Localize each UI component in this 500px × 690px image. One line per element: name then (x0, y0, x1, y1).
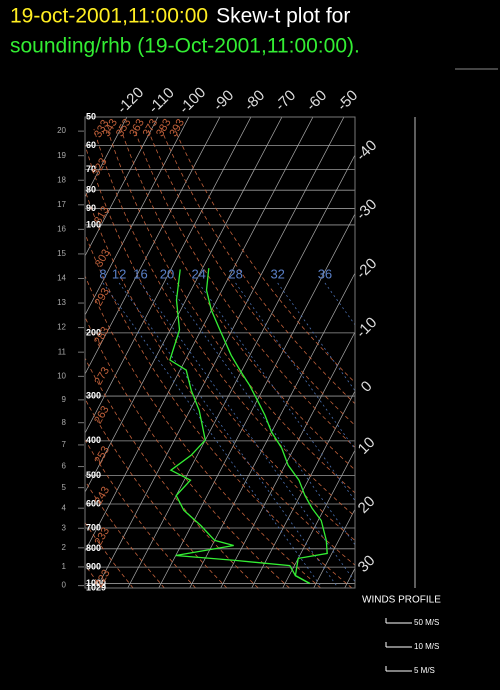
isotherm (85, 117, 314, 552)
y-tick-label: 200 (86, 327, 101, 337)
mixing-ratio-label: 24 (191, 266, 205, 281)
mixing-ratio-label: 36 (318, 266, 332, 281)
height-tick-label: 1 (62, 562, 67, 571)
isotherm (85, 117, 221, 375)
y-tick-label: 800 (86, 543, 101, 553)
isotherm (85, 117, 128, 198)
wind-legend-entry: 5 M/S (414, 666, 435, 675)
wind-legend-entry: 10 M/S (414, 642, 439, 651)
mixing-ratio-label: 28 (228, 266, 242, 281)
y-tick-label: 90 (86, 203, 96, 213)
dry-adiabat (85, 316, 290, 588)
wind-legend-title: WINDS PROFILE (362, 595, 441, 606)
isotherm (220, 331, 355, 588)
y-tick-label: 60 (86, 140, 96, 150)
height-tick-label: 3 (62, 523, 67, 532)
dry-adiabat (85, 274, 321, 588)
y-tick-label: 500 (86, 470, 101, 480)
dry-adiabat (85, 232, 353, 588)
isotherm (189, 272, 355, 588)
height-tick-label: 9 (62, 395, 67, 404)
dry-adiabat (85, 438, 196, 588)
y-tick-label: 600 (86, 498, 101, 508)
chart-title-suffix: Skew-t plot for (216, 5, 350, 28)
dry-adiabat (120, 128, 355, 471)
height-tick-label: 2 (62, 543, 67, 552)
plot-frame (84, 116, 356, 589)
y-tick-label: 400 (86, 435, 101, 445)
height-tick-label: 12 (57, 323, 66, 332)
y-tick-label: 1000 (86, 578, 106, 588)
dry-adiabat (106, 128, 355, 494)
y-tick-label: 70 (86, 164, 96, 174)
dry-adiabat (85, 357, 259, 588)
dry-adiabat (147, 128, 355, 426)
height-tick-label: 0 (62, 581, 67, 590)
height-tick-label: 16 (57, 224, 66, 233)
chart-subtitle: sounding/rhb (19-Oct-2001,11:00:00). (10, 35, 360, 58)
height-tick-label: 4 (62, 503, 67, 512)
mixing-ratio-label: 8 (99, 266, 106, 281)
height-tick-label: 18 (57, 175, 66, 184)
mixing-ratio-label: 12 (112, 266, 126, 281)
isotherm (96, 117, 345, 588)
height-tick-label: 17 (57, 200, 66, 209)
y-tick-label: 50 (86, 111, 96, 121)
isotherm (282, 449, 355, 588)
mixing-ratio-label: 16 (133, 266, 147, 281)
height-tick-label: 6 (62, 462, 67, 471)
isotherm (127, 154, 355, 588)
y-tick-label: 1029 (86, 582, 106, 592)
chart-title: 19-oct-2001,11:00:00 (10, 5, 208, 28)
isotherm (85, 117, 283, 493)
y-tick-label: 80 (86, 185, 96, 195)
height-tick-label: 14 (57, 274, 66, 283)
height-tick-label: 11 (58, 347, 67, 356)
wind-legend-entry: 50 M/S (414, 618, 439, 627)
y-tick-label: 100 (86, 219, 101, 229)
isotherm (85, 117, 159, 257)
height-tick-label: 10 (57, 371, 66, 380)
y-tick-label: 300 (86, 390, 101, 400)
dry-adiabat (85, 397, 228, 588)
isotherm (158, 213, 355, 588)
y-tick-label: 900 (86, 562, 101, 572)
dry-adiabat (85, 189, 355, 566)
isotherm (85, 117, 252, 434)
height-tick-label: 13 (57, 298, 66, 307)
height-tick-label: 15 (57, 249, 66, 258)
dry-adiabat (133, 128, 355, 448)
profile-line (205, 268, 328, 585)
mixing-ratio-label: 32 (270, 266, 284, 281)
plot-area (85, 117, 355, 588)
height-tick-label: 5 (62, 483, 67, 492)
height-tick-label: 7 (62, 440, 67, 449)
profile-line (169, 269, 311, 585)
height-tick-label: 20 (57, 126, 66, 135)
height-tick-label: 19 (57, 151, 66, 160)
y-tick-label: 700 (86, 522, 101, 532)
mixing-ratio-label: 20 (160, 266, 174, 281)
height-tick-label: 8 (62, 418, 67, 427)
